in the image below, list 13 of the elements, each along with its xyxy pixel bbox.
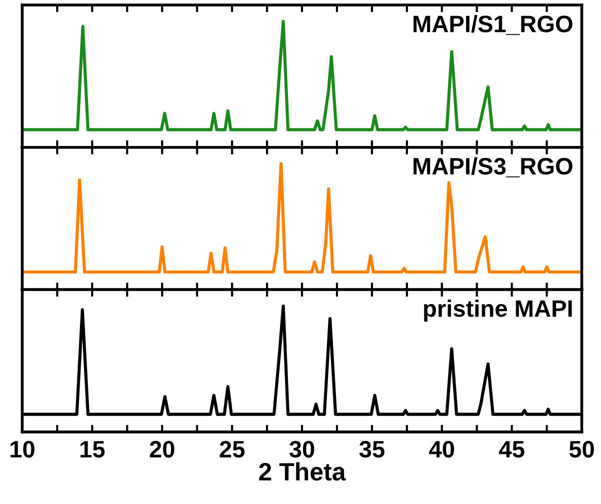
x-axis-title: 2 Theta (259, 462, 346, 481)
x-tick-label: 50 (569, 440, 594, 458)
x-tick-label: 20 (150, 440, 174, 458)
series-label: pristine MAPI (424, 300, 572, 322)
x-tick-label: 15 (80, 441, 105, 458)
series-label: MAPI/S3_RGO (414, 157, 572, 178)
x-tick-label: 30 (289, 440, 314, 458)
series-label: MAPI/S1_RGO (414, 15, 572, 35)
x-tick-label: 35 (359, 440, 384, 458)
x-tick-label: 45 (499, 441, 524, 458)
x-tick-label: 10 (10, 440, 34, 458)
x-tick-label: 25 (220, 440, 245, 458)
x-tick-label: 40 (429, 440, 454, 458)
